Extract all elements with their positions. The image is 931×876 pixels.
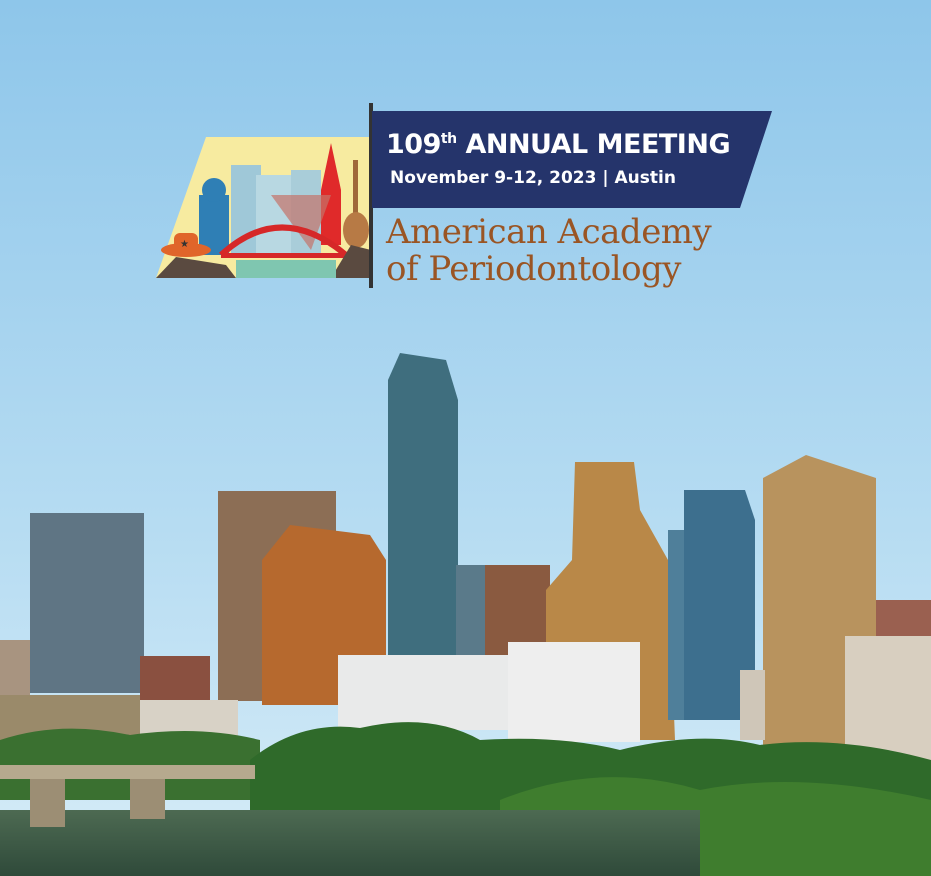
capitol-icon-star-tower (321, 143, 341, 245)
cowboy-hat-icon: ★ (161, 233, 211, 257)
guitar-icon (343, 160, 369, 248)
meeting-title: 109th ANNUAL MEETING (386, 129, 731, 160)
organization-name: American Academy of Periodontology (386, 212, 712, 289)
bridge-icon (218, 224, 348, 258)
meeting-banner: 109th ANNUAL MEETING November 9-12, 2023… (372, 111, 772, 208)
capitol-icon (199, 178, 229, 255)
star-icon: ★ (180, 239, 189, 250)
austin-illustration: ★ (156, 137, 371, 278)
bridge (0, 765, 255, 827)
buildings (0, 353, 931, 766)
river (0, 810, 700, 876)
meeting-dates: November 9-12, 2023 | Austin (390, 168, 676, 188)
logo-divider (369, 103, 373, 288)
